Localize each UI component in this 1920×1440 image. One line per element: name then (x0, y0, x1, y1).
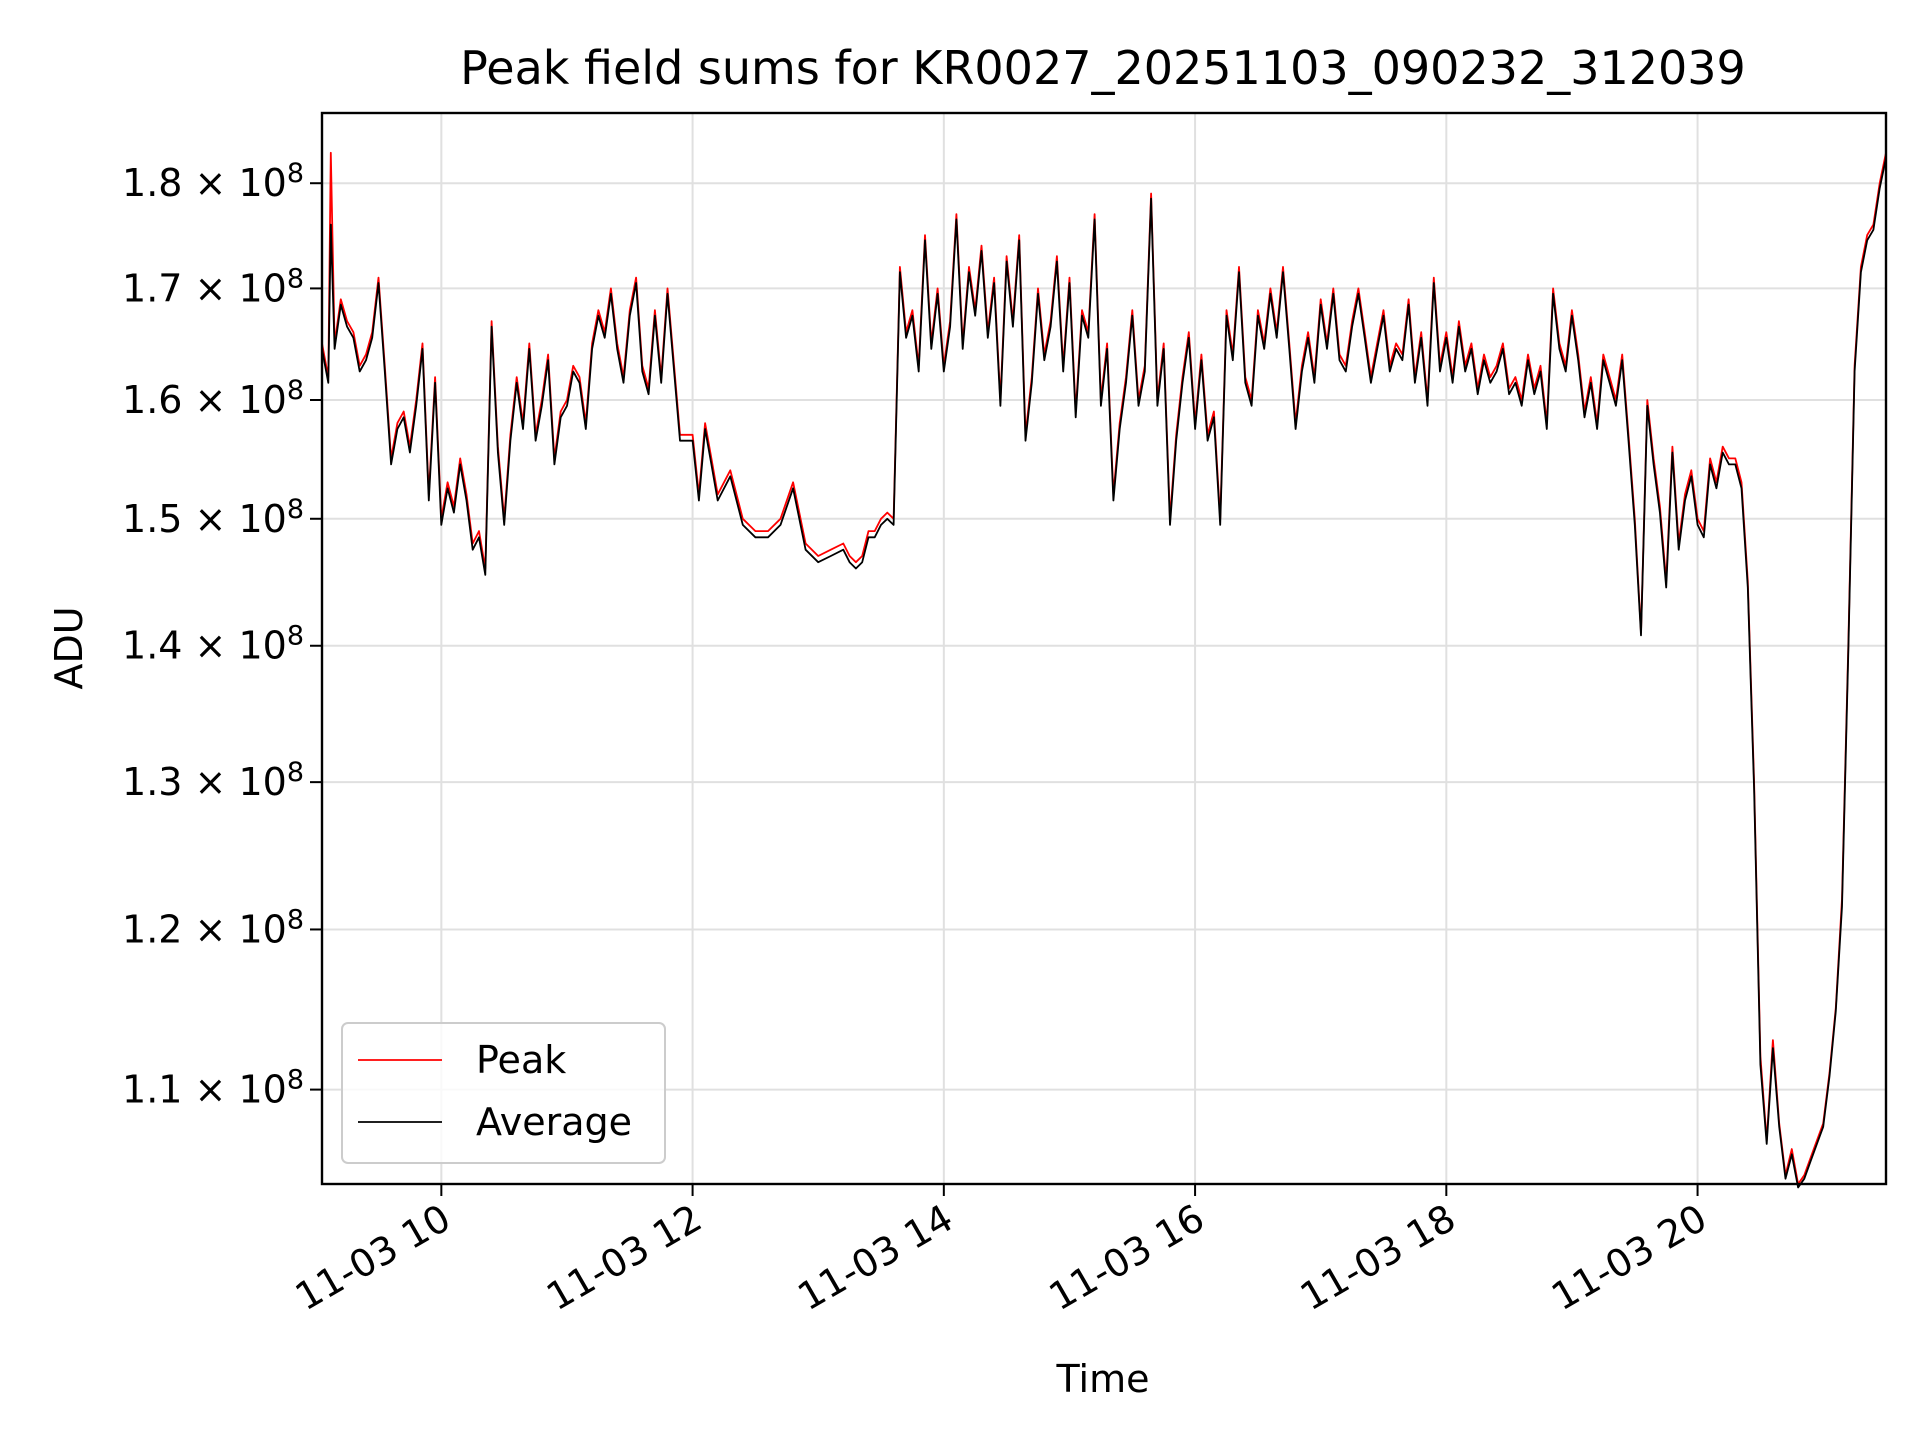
legend-box (341, 1022, 666, 1164)
y-tick-label: 1.3 × 108 (122, 757, 304, 804)
legend-peak-label: Peak (476, 1038, 566, 1082)
series-line-average (321, 157, 1887, 1189)
y-tick-label: 1.7 × 108 (122, 263, 304, 310)
y-tick-label: 1.6 × 108 (122, 375, 304, 422)
legend: Peak Average (341, 1022, 666, 1164)
y-tick-label: 1.4 × 108 (122, 621, 304, 668)
y-axis-label: ADU (47, 606, 91, 689)
chart-title: Peak field sums for KR0027_20251103_0902… (460, 41, 1746, 95)
y-axis-ticks: 1.1 × 108 1.2 × 108 1.3 × 108 1.4 × 108 1.5 … (122, 158, 322, 1112)
y-tick-label: 1.5 × 108 (122, 494, 304, 541)
x-axis-label: Time (1056, 1357, 1150, 1401)
axes-frame (320, 111, 1888, 1186)
plot-lines (321, 151, 1887, 1189)
y-tick-label: 1.1 × 108 (122, 1065, 304, 1112)
legend-average-label: Average (476, 1100, 632, 1144)
y-tick-label: 1.8 × 108 (122, 158, 304, 205)
y-tick-label: 1.2 × 108 (122, 904, 304, 951)
